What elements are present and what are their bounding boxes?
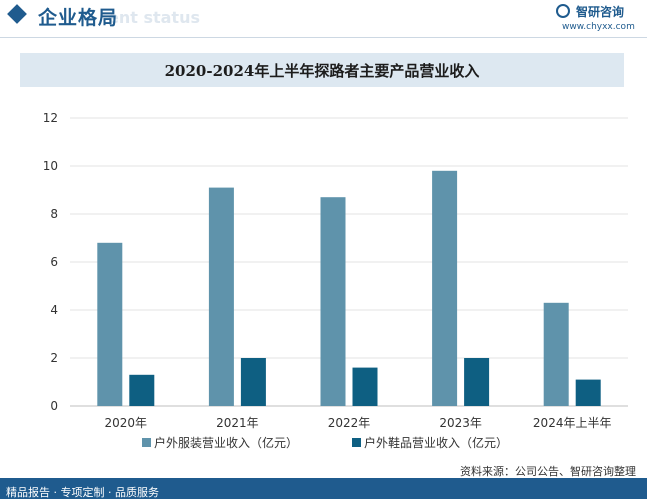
bar [320, 197, 346, 406]
y-tick-label: 4 [50, 303, 58, 317]
legend-label: 户外鞋品营业收入（亿元） [364, 435, 508, 450]
x-axis-ticks: 2020年 2021年 2022年 2023年 2024年上半年 [105, 416, 612, 430]
header-ghost-text: ent status [108, 8, 200, 27]
y-tick-label: 12 [43, 111, 58, 125]
bar [464, 358, 490, 406]
bar [543, 302, 569, 406]
y-axis-ticks: 0 2 4 6 8 10 12 [43, 111, 58, 413]
x-tick-label: 2020年 [105, 416, 148, 430]
y-tick-label: 2 [50, 351, 58, 365]
header-divider [0, 37, 647, 38]
footer-bar [0, 478, 647, 499]
chart-title: 2020-2024年上半年探路者主要产品营业收入 [164, 62, 480, 80]
bar [208, 187, 234, 406]
grid-lines [70, 117, 628, 407]
bar [432, 170, 458, 406]
legend: 户外服装营业收入（亿元） 户外鞋品营业收入（亿元） [142, 435, 508, 450]
brand-url: www.chyxx.com [562, 22, 635, 32]
bars [97, 170, 601, 406]
y-tick-label: 10 [43, 159, 58, 173]
x-tick-label: 2022年 [328, 416, 371, 430]
x-tick-label: 2023年 [439, 416, 482, 430]
legend-swatch [352, 438, 361, 447]
y-tick-label: 0 [50, 399, 58, 413]
chart-title-bar [20, 53, 624, 87]
legend-swatch [142, 438, 151, 447]
bar [575, 379, 601, 406]
brand-name: 智研咨询 [576, 5, 625, 19]
x-tick-label: 2024年上半年 [533, 416, 612, 430]
data-source: 资料来源：公司公告、智研咨询整理 [460, 465, 636, 478]
footer-tagline: 精品报告 · 专项定制 · 品质服务 [6, 486, 159, 499]
section-title: 企业格局 [38, 7, 119, 29]
y-tick-label: 8 [50, 207, 58, 221]
bar [129, 374, 155, 406]
bar [240, 358, 266, 406]
brand-logo-icon [556, 4, 570, 18]
bar [352, 367, 378, 406]
bar [97, 242, 123, 406]
legend-label: 户外服装营业收入（亿元） [154, 435, 298, 450]
x-tick-label: 2021年 [216, 416, 259, 430]
y-tick-label: 6 [50, 255, 58, 269]
report-header: ent status 企业格局 智研咨询 www.chyxx.com [0, 0, 647, 34]
